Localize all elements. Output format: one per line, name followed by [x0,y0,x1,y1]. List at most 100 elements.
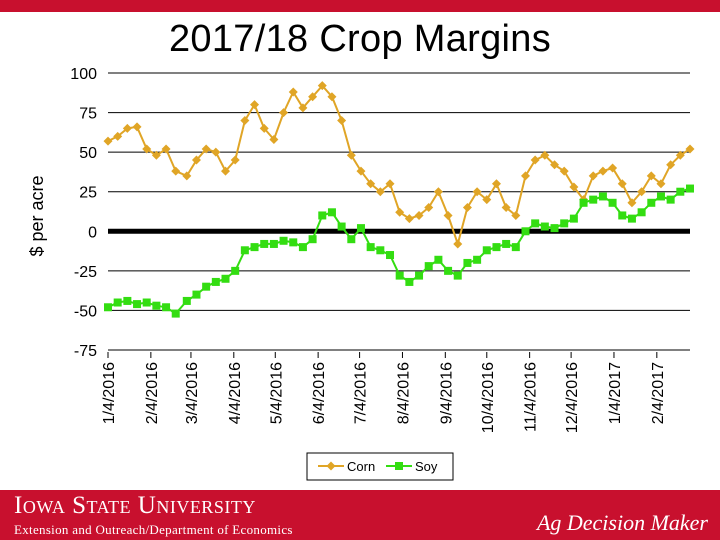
data-point-corn [462,203,472,213]
data-point-soy [618,211,627,220]
data-point-corn [501,203,511,213]
data-point-corn [346,150,356,160]
data-point-soy [647,198,656,207]
data-point-soy [318,211,327,220]
data-point-corn [385,179,395,189]
y-tick-label: 75 [79,106,97,123]
data-point-soy [240,246,249,255]
top-accent-bar [0,0,720,12]
data-point-soy [434,255,443,264]
y-tick-label: 0 [88,224,97,241]
data-point-soy [560,219,569,228]
legend-swatch-marker-corn [326,461,336,471]
data-point-soy [279,236,288,245]
data-point-soy [327,208,336,217]
data-point-corn [637,187,647,197]
data-point-soy [502,239,511,248]
legend-label-corn: Corn [347,459,375,474]
legend-label-soy: Soy [415,459,438,474]
chart-title: 2017/18 Crop Margins [169,18,551,60]
data-point-soy [444,266,453,275]
data-point-soy [531,219,540,228]
data-point-corn [269,134,279,144]
data-point-soy [666,195,675,204]
y-axis-label: $ per acre [27,175,47,256]
y-tick-label: 50 [79,145,97,162]
data-point-soy [550,224,559,233]
data-point-soy [589,195,598,204]
data-point-corn [151,150,161,160]
data-point-corn [511,210,521,220]
data-point-corn [588,171,598,181]
data-point-corn [550,160,560,170]
data-point-soy [308,235,317,244]
data-point-corn [250,100,260,110]
data-point-corn [161,144,171,154]
data-point-corn [103,136,113,146]
data-point-corn [308,92,318,102]
data-point-soy [569,214,578,223]
data-point-soy [221,274,230,283]
data-point-corn [122,123,132,133]
data-point-soy [424,262,433,271]
data-point-soy [123,296,132,305]
data-point-corn [443,210,453,220]
x-tick-label: 1/4/2017 [607,362,624,424]
data-point-corn [375,187,385,197]
data-point-soy [540,222,549,231]
data-point-corn [540,150,550,160]
data-point-corn [656,179,666,189]
x-tick-label: 2/4/2017 [650,362,667,424]
data-point-soy [250,243,259,252]
legend: Corn Soy [306,452,454,481]
data-point-soy [113,298,122,307]
data-point-soy [142,298,151,307]
data-point-corn [113,131,123,141]
x-tick-label: 1/4/2016 [101,362,118,424]
data-point-soy [579,198,588,207]
data-point-corn [608,163,618,173]
data-point-soy [473,255,482,264]
legend-swatch-marker-soy [395,462,403,470]
y-tick-label: -25 [74,264,97,281]
data-point-soy [192,290,201,299]
x-tick-label: 7/4/2016 [353,362,370,424]
x-tick-label: 3/4/2016 [184,362,201,424]
data-point-soy [482,246,491,255]
data-point-corn [569,182,579,192]
data-point-corn [259,123,269,133]
x-tick-labels: 1/4/2016 2/4/2016 3/4/2016 4/4/2016 5/4/2016… [101,352,667,433]
data-point-soy [269,239,278,248]
y-tick-label: -75 [74,343,97,360]
data-point-soy [415,271,424,280]
data-point-soy [366,243,375,252]
data-point-soy [104,303,112,312]
x-tick-label: 5/4/2016 [268,362,285,424]
data-point-soy [260,239,269,248]
data-point-corn [520,171,530,181]
data-point-corn [559,166,569,176]
data-point-corn [414,210,424,220]
data-point-corn [366,179,376,189]
x-tick-label: 9/4/2016 [438,362,455,424]
data-point-corn [337,115,347,125]
data-point-soy [492,243,501,252]
data-point-corn [424,203,434,213]
data-point-soy [182,296,191,305]
data-point-corn [191,155,201,165]
data-point-corn [472,187,482,197]
data-point-soy [463,258,472,267]
data-point-corn [666,160,676,170]
data-point-soy [656,192,665,201]
brand-name: Ag Decision Maker [536,510,708,535]
data-point-soy [511,243,520,252]
data-point-soy [676,187,685,196]
data-point-soy [376,246,385,255]
data-point-corn [201,144,211,154]
university-name: Iowa State University [14,492,256,519]
x-tick-label: 11/4/2016 [523,362,540,432]
data-point-soy [598,192,607,201]
data-point-soy [171,309,180,318]
data-point-corn [240,115,250,125]
data-point-soy [405,277,414,286]
